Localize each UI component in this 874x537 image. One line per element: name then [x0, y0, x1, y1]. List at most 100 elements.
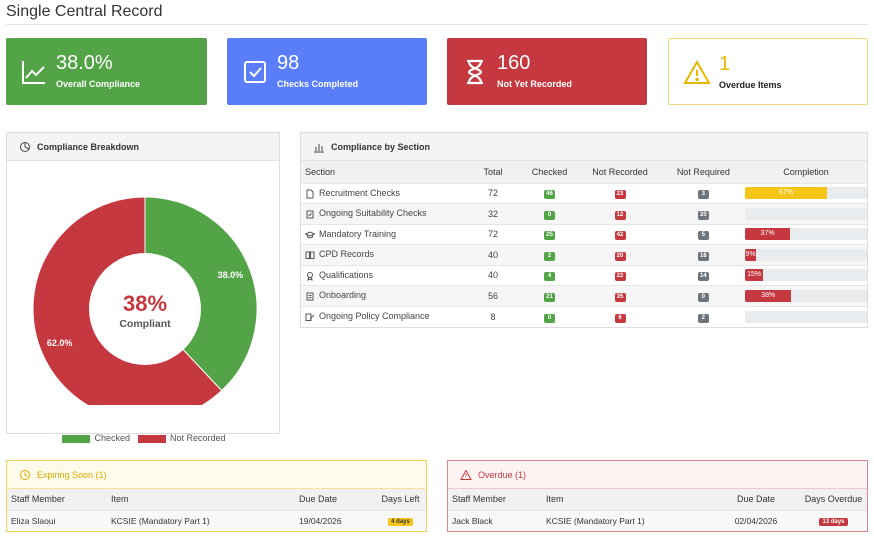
col-completion: Completion: [783, 166, 829, 177]
col-checked: Checked: [531, 166, 568, 177]
warning-icon: [683, 59, 711, 84]
completion-progress: 67%: [745, 187, 867, 200]
expiring-soon-title: Expiring Soon (1): [37, 469, 107, 480]
not-required-badge: 2: [697, 313, 709, 323]
compliance-by-section-header: Compliance by Section: [301, 133, 867, 161]
completion-label: 15%: [747, 271, 762, 279]
checked-cell: 46: [520, 182, 579, 204]
compliance-breakdown-panel: Compliance Breakdown 38% Compliant 38.0%…: [6, 132, 281, 443]
checkbox-icon: [244, 61, 266, 83]
section-name: Recruitment Checks: [319, 187, 401, 198]
section-name-cell: CPD Records: [301, 244, 466, 265]
checks-completed-label: Checks Completed: [277, 79, 359, 89]
pie-center-value: 38%: [123, 291, 167, 316]
overdue-header: Overdue (1): [448, 461, 867, 489]
completion-cell: [745, 305, 867, 327]
completion-fill: 9%: [745, 248, 756, 261]
not-recorded-badge: 35: [614, 292, 626, 302]
section-row: Ongoing Suitability Checks 32 0 12 20: [301, 203, 867, 224]
section-name-cell: Qualifications: [301, 264, 466, 286]
not-recorded-slice-label: 62.0%: [47, 338, 73, 348]
checked-badge: 25: [544, 231, 556, 241]
graduation-cap-icon: [305, 231, 315, 238]
not-required-cell: 18: [661, 244, 745, 265]
not-required-cell: 20: [661, 203, 745, 224]
col-not-required: Not Required: [676, 166, 730, 177]
col-item: Item: [542, 489, 712, 510]
checked-cell: 0: [520, 305, 579, 327]
pie-chart-area: 38% Compliant 38.0% 62.0% Checked Not Re…: [7, 161, 281, 443]
not-recorded-cell: 6: [578, 305, 662, 327]
legend-checked-label: Checked: [94, 433, 130, 443]
staff-link[interactable]: Jack Black: [448, 509, 542, 531]
section-table: Section Total Checked Not Recorded Not R…: [301, 161, 867, 327]
days-left-badge: 4 days: [388, 518, 413, 527]
not-recorded-cell: 42: [578, 223, 662, 245]
compliance-by-section-title: Compliance by Section: [331, 141, 431, 152]
not-required-badge: 20: [697, 210, 709, 220]
completion-cell: 37%: [745, 223, 867, 245]
completion-cell: 67%: [745, 182, 867, 204]
section-row: CPD Records 40 2 20 18 9%: [301, 244, 867, 265]
overdue-items-card: 1 Overdue Items: [668, 38, 868, 105]
clock-icon: [20, 469, 30, 480]
policy-edit-icon: [305, 313, 315, 321]
days-left-cell: 4 days: [375, 509, 426, 531]
compliance-by-section-panel: Compliance by Section Section Total Chec…: [300, 132, 868, 328]
not-required-badge: 18: [697, 251, 709, 261]
completion-fill: 38%: [745, 289, 792, 302]
section-row: Ongoing Policy Compliance 8 0 6 2: [301, 305, 867, 327]
not-recorded-badge: 20: [614, 251, 626, 261]
legend-not-recorded-label: Not Recorded: [170, 433, 226, 443]
col-total: Total: [483, 166, 503, 177]
not-required-badge: 3: [697, 190, 709, 200]
section-row: Mandatory Training 72 25 42 5 37%: [301, 223, 867, 245]
section-name: Onboarding: [319, 290, 367, 301]
due-date-cell: 19/04/2026: [295, 509, 375, 531]
not-recorded-cell: 20: [578, 244, 662, 265]
pie-legend: Checked Not Recorded: [7, 433, 281, 443]
clipboard-icon: [306, 292, 314, 301]
total-cell: 40: [465, 244, 521, 265]
checked-badge: 21: [544, 292, 556, 302]
checked-cell: 4: [520, 264, 579, 286]
col-section: Section: [305, 166, 336, 177]
section-name: CPD Records: [319, 249, 375, 260]
not-required-badge: 5: [697, 231, 709, 241]
checked-badge: 0: [544, 313, 556, 323]
hourglass-icon: [467, 59, 483, 85]
section-table-header: Section Total Checked Not Recorded Not R…: [301, 161, 867, 183]
section-name: Ongoing Suitability Checks: [319, 208, 427, 219]
col-days-left: Days Left: [375, 489, 426, 510]
staff-link[interactable]: Eliza Slaoui: [7, 509, 107, 531]
overall-compliance-card: 38.0% Overall Compliance: [6, 38, 207, 105]
compliance-breakdown-title: Compliance Breakdown: [37, 141, 140, 152]
expiring-soon-header: Expiring Soon (1): [7, 461, 426, 489]
checks-completed-value: 98: [277, 52, 300, 74]
completion-label: 67%: [778, 189, 793, 197]
bar-chart-icon: [314, 143, 324, 152]
compliance-breakdown-header: Compliance Breakdown: [7, 133, 279, 161]
overall-compliance-label: Overall Compliance: [56, 79, 141, 89]
completion-label: 37%: [760, 230, 775, 238]
not-yet-recorded-label: Not Yet Recorded: [497, 79, 572, 89]
completion-fill: 37%: [745, 228, 791, 241]
due-date-cell: 02/04/2026: [712, 509, 800, 531]
book-icon: [305, 251, 315, 260]
completion-progress: 38%: [745, 289, 867, 302]
section-name-cell: Mandatory Training: [301, 223, 466, 245]
col-due-date: Due Date: [295, 489, 375, 510]
expiring-table: Staff Member Item Due Date Days Left Eli…: [7, 489, 426, 531]
line-chart-icon: [22, 61, 45, 84]
days-overdue-cell: 13 days: [800, 509, 867, 531]
checked-cell: 0: [520, 203, 579, 224]
section-name: Mandatory Training: [319, 228, 397, 239]
pie-slice-checked: [144, 196, 258, 392]
pie-center-hole: [89, 253, 201, 365]
table-row: Jack Black KCSIE (Mandatory Part 1) 02/0…: [448, 509, 867, 531]
checked-cell: 2: [520, 244, 579, 265]
overdue-items-label: Overdue Items: [719, 80, 782, 90]
not-recorded-cell: 23: [578, 182, 662, 204]
checked-badge: 46: [544, 190, 556, 200]
completion-cell: 38%: [745, 285, 867, 306]
